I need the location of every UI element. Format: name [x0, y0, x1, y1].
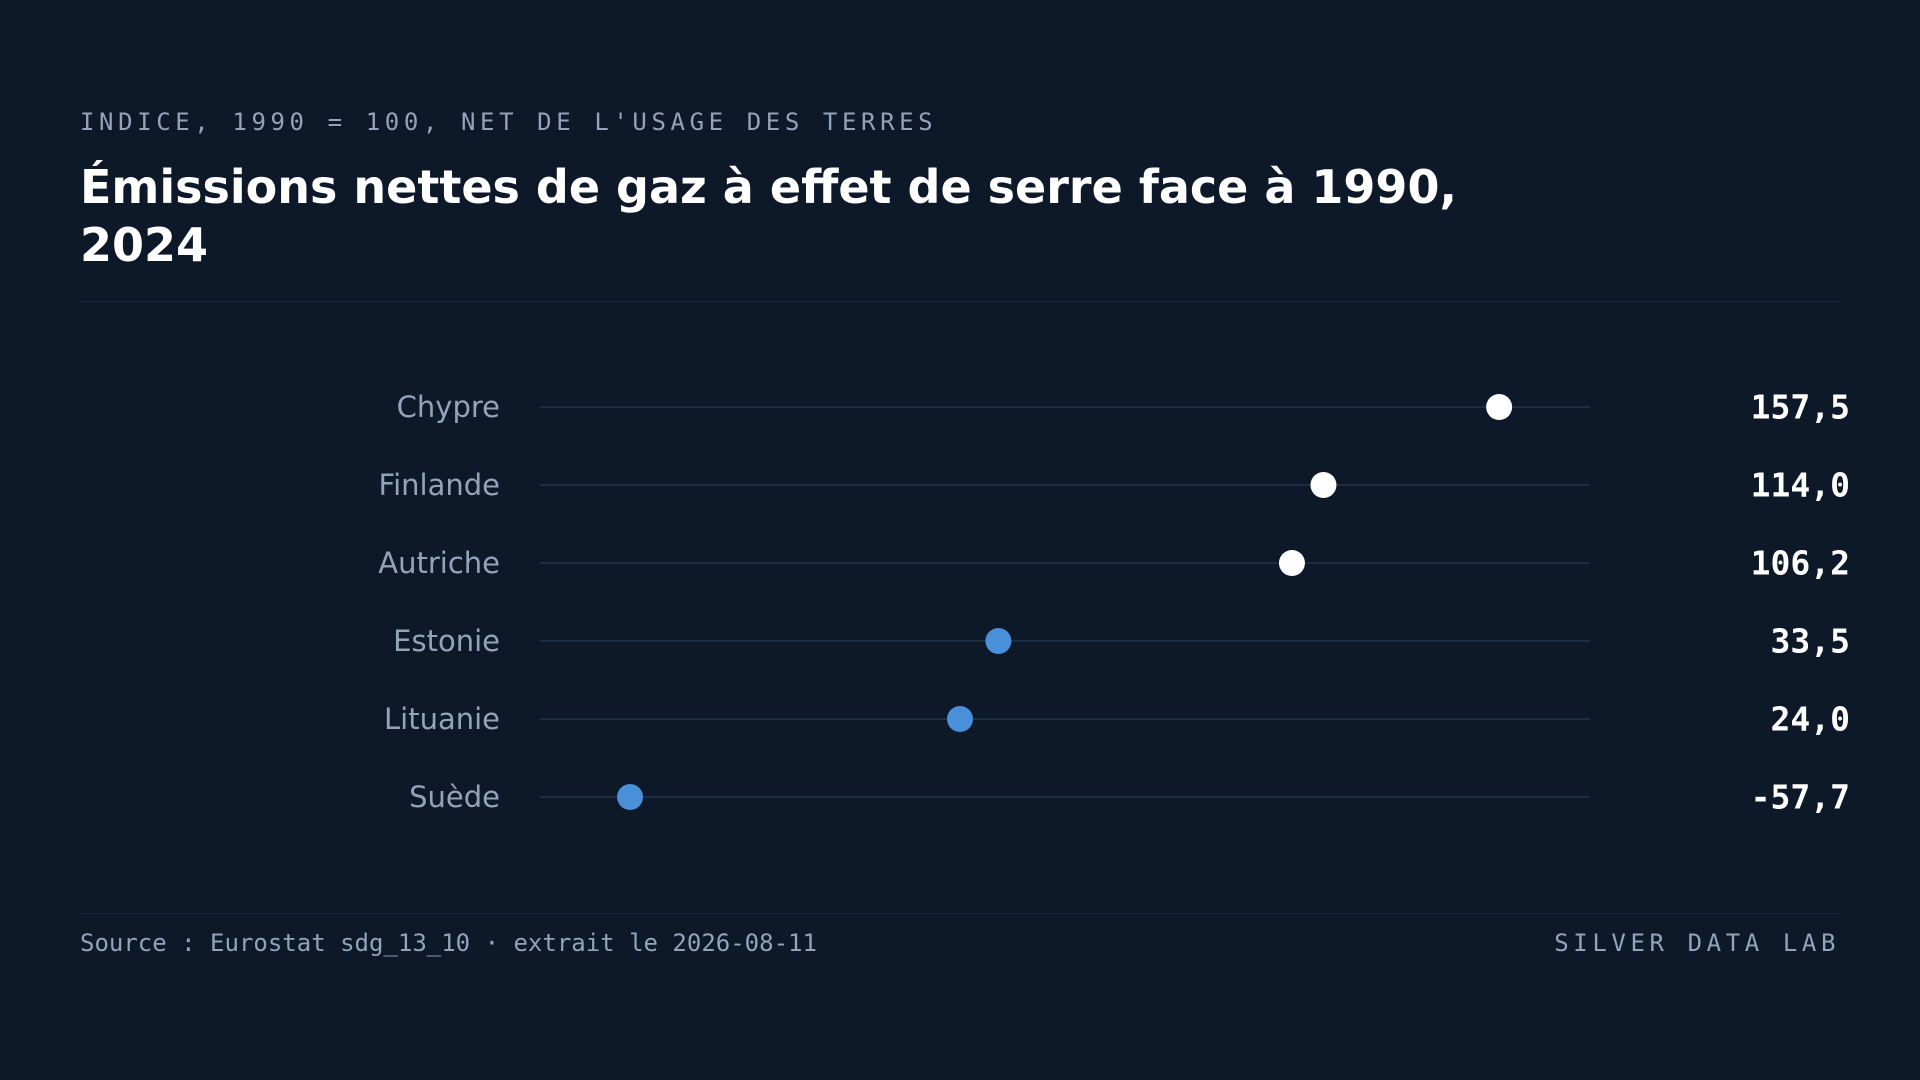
data-point-suede: [617, 784, 644, 810]
category-label-lituanie: Lituanie: [384, 702, 500, 736]
value-label-lituanie: 24,0: [1771, 700, 1850, 739]
category-label-estonie: Estonie: [393, 624, 500, 658]
source-note: Source : Eurostat sdg_13_10 · extrait le…: [80, 929, 817, 957]
data-point-finlande: [1310, 472, 1337, 498]
category-label-autriche: Autriche: [378, 546, 500, 580]
value-label-suede: -57,7: [1751, 778, 1850, 817]
category-label-finlande: Finlande: [379, 468, 500, 502]
header-divider: [80, 301, 1840, 302]
value-label-autriche: 106,2: [1751, 544, 1850, 583]
data-point-estonie: [985, 628, 1012, 654]
data-point-autriche: [1278, 550, 1305, 576]
value-label-estonie: 33,5: [1771, 622, 1850, 661]
data-point-lituanie: [947, 706, 973, 732]
chart-subtitle: INDICE, 1990 = 100, NET DE L'USAGE DES T…: [80, 108, 938, 136]
footer-divider: [80, 913, 1840, 914]
chart-title: Émissions nettes de gaz à effet de serre…: [80, 160, 1457, 272]
category-label-chypre: Chypre: [397, 390, 500, 424]
value-label-chypre: 157,5: [1751, 388, 1850, 427]
value-label-finlande: 114,0: [1751, 466, 1850, 505]
brand-label: SILVER DATA LAB: [1554, 929, 1840, 957]
category-label-suede: Suède: [409, 780, 500, 814]
data-point-chypre: [1486, 394, 1513, 420]
